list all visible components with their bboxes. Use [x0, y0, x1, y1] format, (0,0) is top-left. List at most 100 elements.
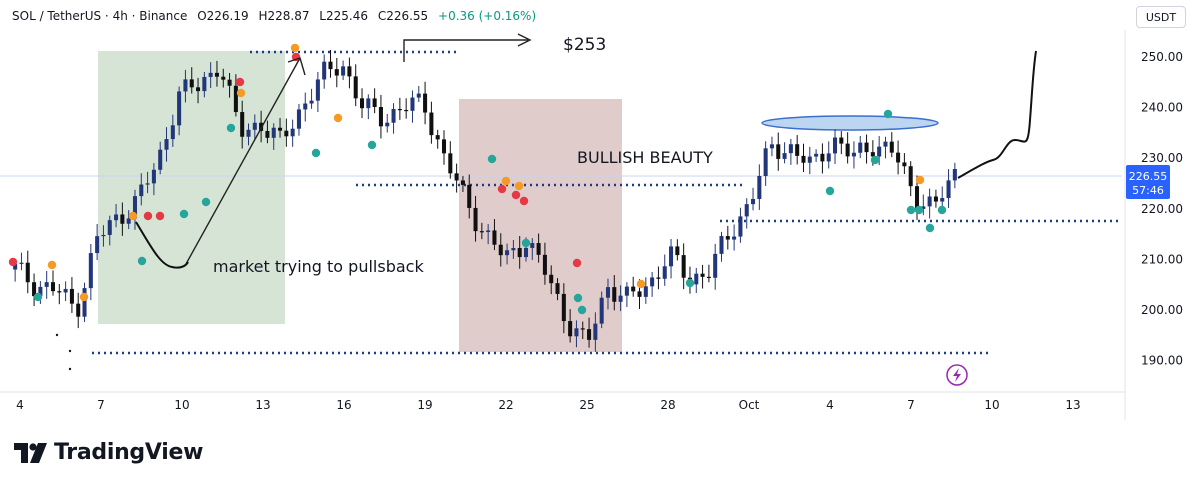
- candle-body: [246, 129, 251, 137]
- time-tick-label: 4: [826, 398, 834, 412]
- price-tick-label: 190.00: [1141, 354, 1183, 368]
- symbol-header: SOL / TetherUS · 4h · Binance O226.19 H2…: [12, 9, 542, 23]
- candle-body: [366, 98, 371, 109]
- stray-dot: [68, 367, 72, 371]
- candle-body: [952, 168, 957, 181]
- price-tick-label: 250.00: [1141, 50, 1183, 64]
- price-tick-label: 230.00: [1141, 151, 1183, 165]
- trendline-arrow: [185, 57, 301, 265]
- candle-body: [13, 263, 18, 270]
- candle-body: [662, 266, 667, 279]
- candle-body: [624, 286, 629, 296]
- candle-body: [404, 109, 409, 112]
- signal-marker: [521, 238, 531, 248]
- candle-body: [946, 180, 951, 199]
- symbol-label[interactable]: SOL / TetherUS · 4h · Binance: [12, 9, 188, 23]
- tradingview-brand[interactable]: TradingView: [14, 440, 203, 465]
- candle-body: [202, 76, 207, 92]
- candle-body: [820, 153, 825, 162]
- candle-body: [334, 69, 339, 76]
- resistance-ellipse: [761, 115, 939, 131]
- low-value: L225.46: [319, 9, 368, 23]
- signal-marker: [497, 184, 507, 194]
- price-axis[interactable]: 250.00 240.00 230.00 220.00 210.00 200.00 190.…: [1141, 50, 1183, 368]
- time-axis[interactable]: 4 7 10 13 16 19 22 25 28 Oct 4 7 10 13: [16, 398, 1080, 412]
- brand-name: TradingView: [54, 440, 204, 465]
- signal-marker: [236, 88, 246, 98]
- pullback-label: market trying to pullsback: [213, 257, 424, 276]
- candle-body: [423, 93, 428, 113]
- candle-body: [196, 87, 201, 92]
- signal-marker: [137, 256, 147, 266]
- candle-body: [593, 323, 598, 340]
- candle-body: [57, 291, 62, 293]
- time-tick-label: Oct: [739, 398, 760, 412]
- signal-marker: [179, 209, 189, 219]
- signal-marker: [883, 109, 893, 119]
- candle-body: [227, 79, 232, 86]
- candle-body: [681, 255, 686, 278]
- candle-body: [44, 282, 49, 287]
- signal-marker: [487, 154, 497, 164]
- candle-body: [877, 146, 882, 157]
- candle-body: [782, 153, 787, 159]
- candle-body: [933, 196, 938, 202]
- candle-body: [328, 61, 333, 70]
- candle-body: [435, 135, 440, 140]
- candle-body: [429, 112, 434, 136]
- red-zone: [459, 99, 622, 352]
- candle-body: [675, 246, 680, 256]
- currency-button[interactable]: USDT: [1136, 6, 1186, 28]
- target-label: $253: [563, 35, 606, 55]
- candle-body: [612, 287, 617, 302]
- candle-body: [896, 152, 901, 163]
- open-value: O226.19: [197, 9, 249, 23]
- candle-body: [858, 142, 863, 153]
- signal-marker: [155, 211, 165, 221]
- candle-body: [63, 288, 68, 293]
- last-price-value: 226.55: [1129, 170, 1168, 183]
- time-tick-label: 10: [174, 398, 189, 412]
- candle-body: [542, 254, 547, 275]
- candle-body: [839, 137, 844, 144]
- candle-body: [189, 79, 194, 88]
- candle-body: [738, 216, 743, 237]
- candle-body: [851, 152, 856, 157]
- price-chart[interactable]: $253 market trying to pullsback BULLISH …: [0, 0, 1200, 420]
- signal-marker: [825, 186, 835, 196]
- candle-body: [214, 72, 219, 77]
- candle-body: [315, 79, 320, 101]
- high-value: H228.87: [258, 9, 310, 23]
- candle-body: [769, 144, 774, 149]
- time-tick-label: 13: [255, 398, 270, 412]
- signal-marker: [33, 292, 43, 302]
- candle-body: [151, 169, 156, 184]
- signal-marker: [906, 205, 916, 215]
- time-tick-label: 10: [984, 398, 999, 412]
- signal-marker: [511, 190, 521, 200]
- candle-body: [240, 112, 245, 137]
- candle-body: [713, 253, 718, 278]
- tradingview-logo-icon: [14, 442, 47, 463]
- candle-body: [265, 130, 270, 138]
- candle-body: [694, 273, 699, 285]
- candle-body: [706, 276, 711, 279]
- candle-body: [353, 76, 358, 99]
- candle-body: [864, 142, 869, 153]
- candle-body: [145, 183, 150, 185]
- candle-body: [732, 236, 737, 240]
- signal-marker: [235, 77, 245, 87]
- candle-body: [107, 220, 112, 235]
- lightning-icon[interactable]: [946, 364, 968, 386]
- signal-marker: [572, 258, 582, 268]
- candle-body: [889, 141, 894, 153]
- candle-body: [360, 98, 365, 109]
- candle-body: [725, 236, 730, 240]
- candle-body: [101, 234, 106, 237]
- candle-body: [76, 303, 81, 317]
- signal-marker: [311, 148, 321, 158]
- price-tick-label: 220.00: [1141, 202, 1183, 216]
- candle-body: [114, 214, 119, 221]
- candle-body: [807, 156, 812, 163]
- candle-body: [505, 250, 510, 256]
